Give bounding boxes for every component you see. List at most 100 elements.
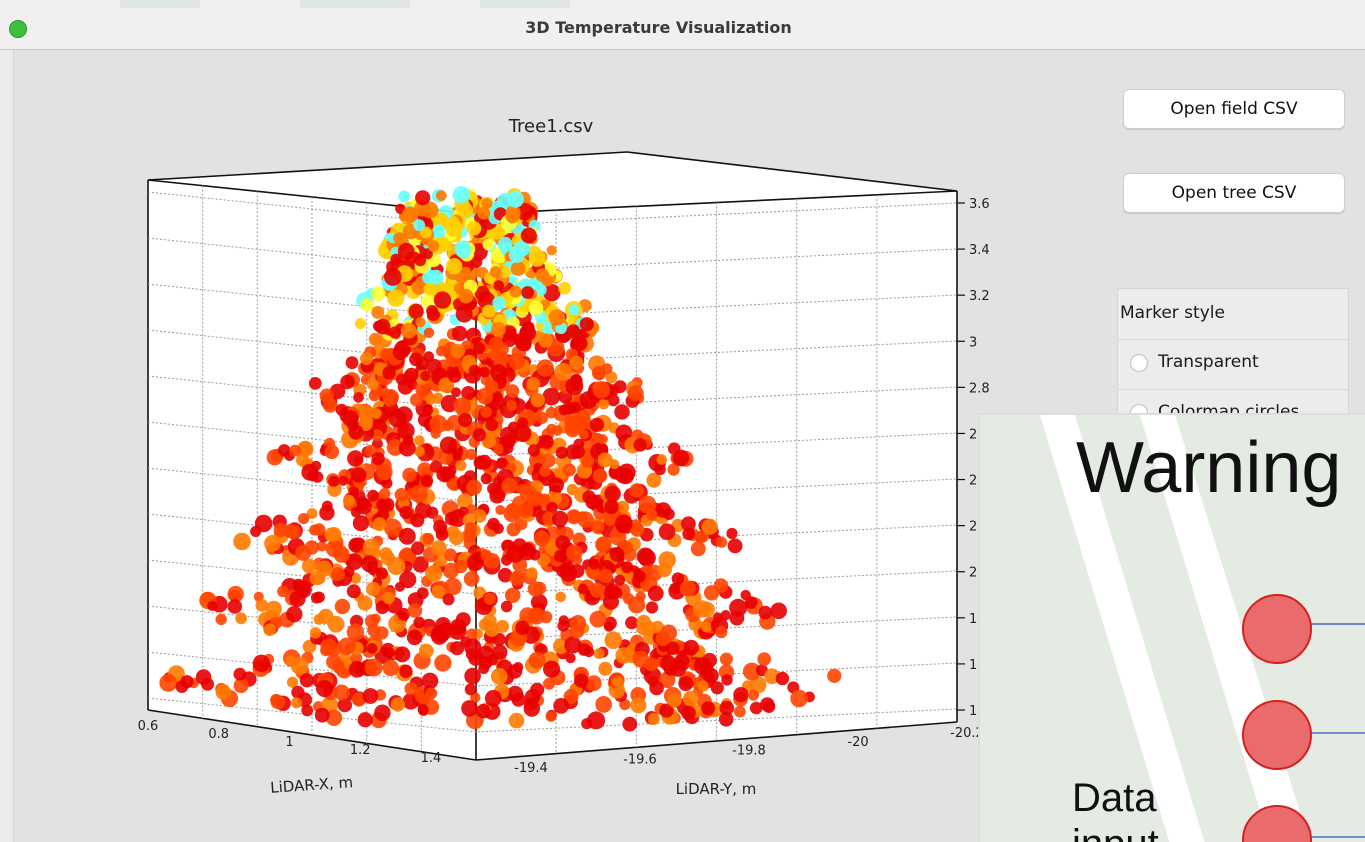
open-field-csv-button[interactable]: Open field CSV bbox=[1123, 89, 1345, 129]
data-point bbox=[466, 628, 478, 640]
data-point bbox=[457, 202, 474, 219]
data-point bbox=[742, 662, 761, 681]
data-point bbox=[583, 646, 595, 658]
data-point bbox=[490, 668, 508, 685]
data-point bbox=[431, 540, 447, 556]
data-point bbox=[636, 614, 651, 630]
data-point bbox=[638, 495, 657, 514]
data-point bbox=[490, 364, 508, 382]
data-point bbox=[464, 683, 477, 696]
data-point bbox=[492, 443, 504, 455]
data-point bbox=[207, 600, 218, 612]
data-point bbox=[466, 479, 482, 496]
data-point bbox=[593, 648, 605, 659]
data-point bbox=[326, 527, 342, 542]
chart-title: Tree1.csv bbox=[508, 116, 594, 137]
data-point bbox=[433, 519, 448, 534]
data-point bbox=[397, 242, 415, 260]
data-point bbox=[473, 342, 486, 355]
data-point bbox=[304, 540, 320, 555]
scatter3d-chart[interactable]: 3.63.43.232.82.2.2.21.1.1.0.60.811.21.4-… bbox=[14, 50, 1104, 842]
data-point bbox=[286, 606, 303, 623]
data-point bbox=[264, 535, 281, 552]
data-point bbox=[629, 483, 644, 498]
data-point bbox=[633, 438, 647, 452]
data-point bbox=[627, 385, 644, 402]
data-point bbox=[429, 460, 443, 473]
data-point bbox=[477, 291, 496, 310]
data-point bbox=[682, 527, 696, 541]
data-point bbox=[417, 462, 433, 478]
data-point bbox=[382, 366, 396, 380]
data-point bbox=[195, 669, 212, 685]
data-point bbox=[351, 467, 367, 483]
data-point bbox=[455, 305, 473, 323]
data-point bbox=[480, 406, 492, 418]
data-point bbox=[613, 380, 627, 394]
data-point bbox=[398, 190, 411, 203]
window-zoom-button[interactable] bbox=[9, 20, 27, 38]
data-point bbox=[570, 374, 583, 387]
data-point bbox=[418, 643, 434, 659]
data-point bbox=[515, 202, 534, 221]
data-point bbox=[477, 206, 491, 220]
z-tick-label: 3.6 bbox=[969, 197, 990, 212]
plot-area[interactable]: 3.6 3.4 3.2 3 2.8 2. 2. 2. 2 1. 1. 1. 0.6 0.8 1 1.2 1.4-… bbox=[14, 50, 1104, 842]
data-point bbox=[713, 578, 729, 593]
data-point bbox=[528, 610, 541, 623]
data-point bbox=[430, 428, 441, 439]
data-point bbox=[414, 254, 427, 267]
data-point bbox=[453, 397, 472, 415]
data-point bbox=[364, 658, 383, 677]
data-point bbox=[297, 440, 314, 458]
data-point bbox=[523, 700, 540, 717]
data-point bbox=[615, 424, 633, 442]
data-point bbox=[520, 227, 537, 244]
data-point bbox=[451, 387, 461, 398]
data-point bbox=[535, 268, 550, 282]
radio-transparent[interactable]: Transparent bbox=[1118, 339, 1348, 387]
data-point bbox=[414, 446, 425, 457]
data-point bbox=[589, 610, 607, 628]
data-point bbox=[647, 713, 660, 725]
data-point bbox=[423, 327, 435, 338]
data-point bbox=[726, 527, 738, 540]
data-point bbox=[592, 468, 608, 484]
data-point bbox=[489, 266, 502, 278]
radio-label-transparent: Transparent bbox=[1158, 352, 1259, 372]
data-point bbox=[548, 477, 564, 493]
data-point bbox=[406, 629, 423, 646]
y-axis-label: LiDAR-Y, m bbox=[676, 780, 757, 798]
data-point bbox=[683, 639, 699, 656]
data-point bbox=[252, 654, 271, 672]
data-point bbox=[681, 705, 696, 721]
data-point bbox=[545, 406, 558, 419]
data-point bbox=[528, 300, 544, 316]
data-point bbox=[468, 364, 481, 377]
data-point bbox=[655, 502, 672, 518]
data-point bbox=[420, 370, 431, 382]
data-point bbox=[215, 613, 227, 626]
open-tree-csv-button[interactable]: Open tree CSV bbox=[1123, 173, 1345, 213]
data-point bbox=[465, 448, 477, 461]
diagram-node-circle bbox=[1242, 805, 1312, 842]
data-point bbox=[328, 475, 340, 487]
z-tick-label: 2.8 bbox=[969, 381, 990, 396]
data-point bbox=[388, 409, 407, 428]
data-point bbox=[690, 541, 706, 557]
data-point bbox=[790, 689, 808, 708]
data-point bbox=[507, 664, 523, 679]
data-point bbox=[565, 653, 576, 664]
overlay-diagram bbox=[980, 415, 1365, 842]
x-axis-label: LiDAR-X, m bbox=[270, 773, 354, 797]
data-point bbox=[433, 291, 452, 309]
data-point bbox=[669, 659, 687, 677]
data-point bbox=[312, 523, 326, 536]
radio-button-icon[interactable] bbox=[1130, 354, 1148, 372]
data-point bbox=[354, 318, 367, 330]
data-point bbox=[398, 439, 416, 457]
data-point bbox=[592, 381, 610, 399]
data-point bbox=[667, 463, 680, 476]
data-point bbox=[484, 379, 499, 394]
